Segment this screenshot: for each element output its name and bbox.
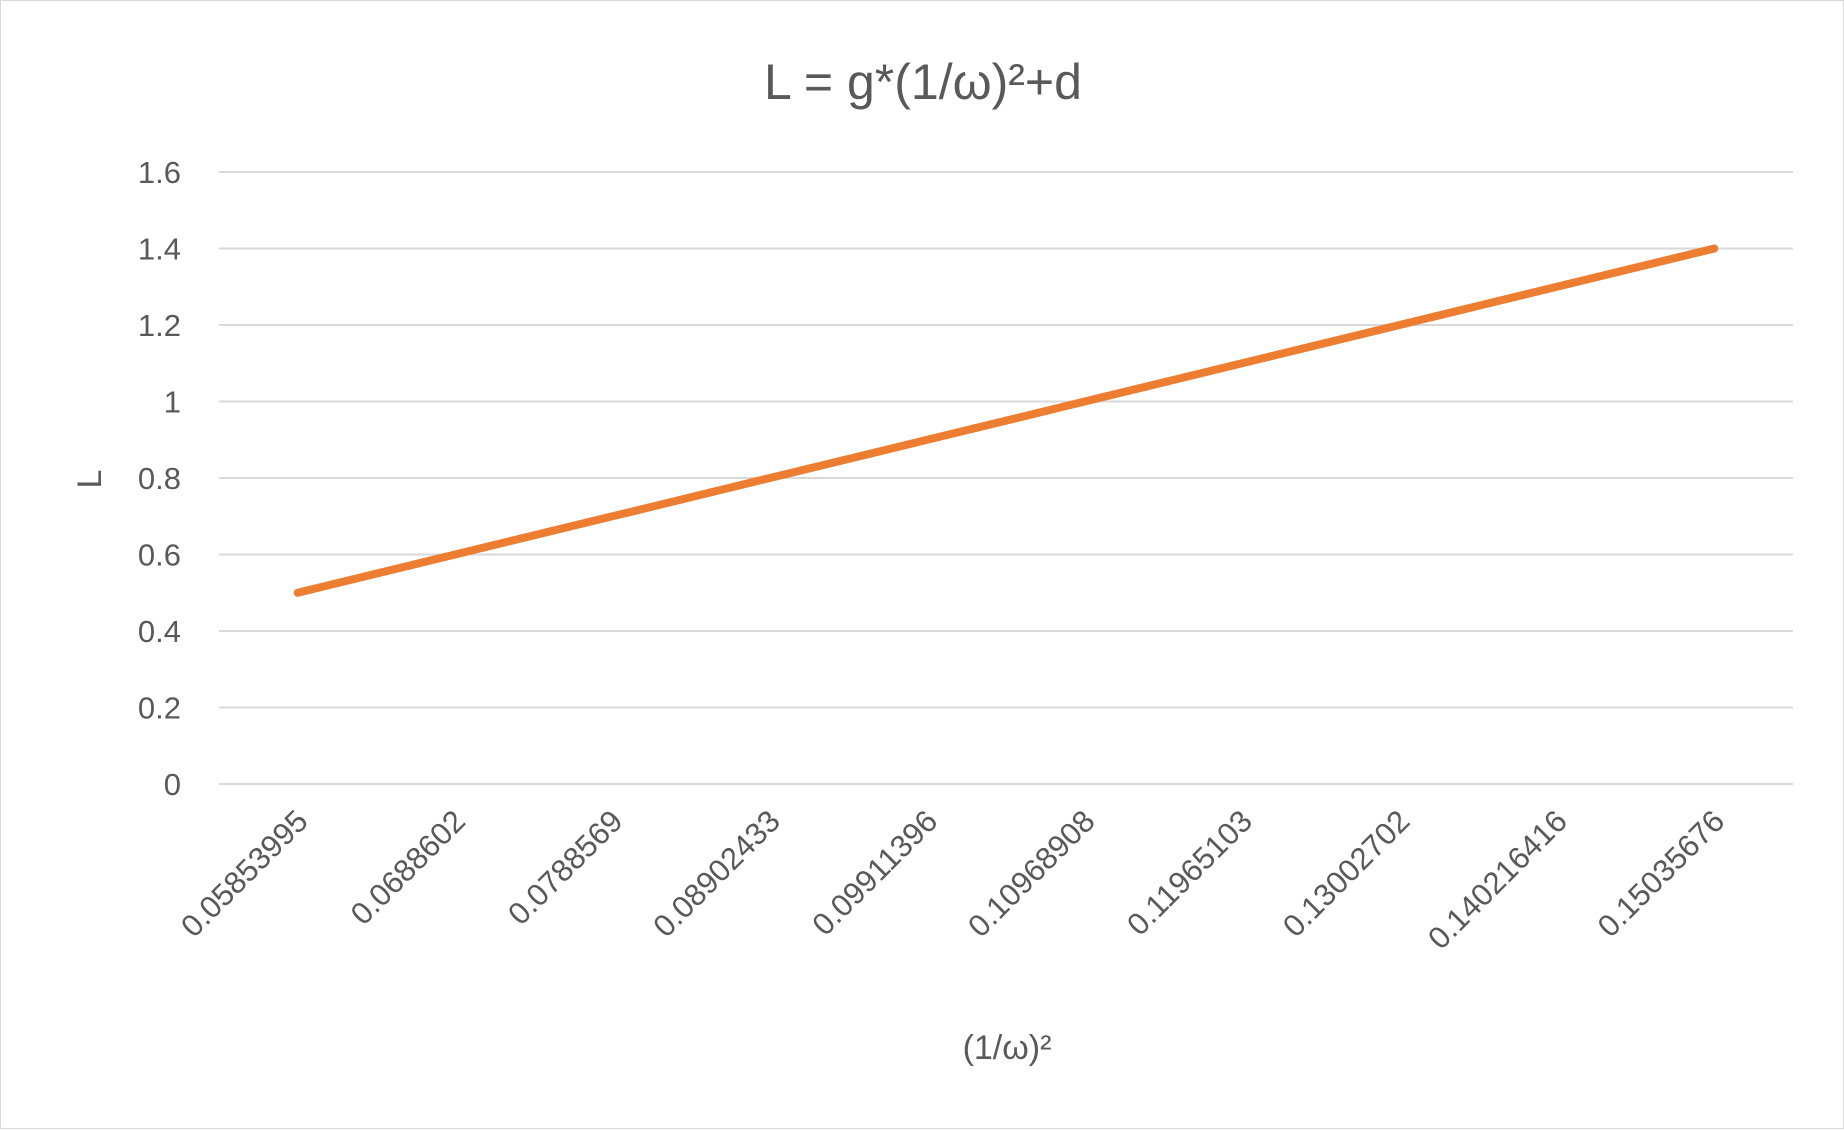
y-tick-label: 1.6 bbox=[138, 155, 181, 190]
chart-title: L = g*(1/ω)²+d bbox=[764, 54, 1082, 110]
series-line bbox=[293, 244, 1719, 597]
y-tick-label: 0.8 bbox=[138, 461, 181, 496]
x-tick-label: 0.08902433 bbox=[646, 803, 787, 944]
x-axis-title: (1/ω)² bbox=[963, 1029, 1052, 1067]
x-tick-label: 0.13002702 bbox=[1276, 803, 1417, 944]
y-tick-label: 0.2 bbox=[138, 691, 181, 726]
y-tick-label: 1.4 bbox=[138, 232, 181, 267]
x-tick-label: 0.15035676 bbox=[1591, 803, 1732, 944]
gridlines bbox=[219, 171, 1793, 785]
series-group bbox=[293, 244, 1719, 597]
x-tick-label: 0.10968908 bbox=[961, 803, 1102, 944]
x-tick-label: 0.0788569 bbox=[501, 803, 629, 931]
x-tick-label: 0.11965103 bbox=[1120, 803, 1259, 942]
y-tick-label: 1.2 bbox=[138, 308, 181, 343]
y-tick-label: 0.6 bbox=[138, 538, 181, 573]
y-tick-label: 0 bbox=[164, 767, 181, 802]
x-tick-label: 0.05853995 bbox=[174, 803, 315, 944]
y-tick-label: 1 bbox=[164, 385, 181, 420]
y-tick-label: 0.4 bbox=[138, 614, 181, 649]
x-tick-label: 0.09911396 bbox=[805, 803, 944, 942]
y-axis-tick-labels: 0 0.2 0.4 0.6 0.8 1 1.2 1.4 1.6 bbox=[138, 155, 181, 802]
y-axis-title: L bbox=[71, 470, 109, 489]
x-tick-label: 0.0688602 bbox=[344, 803, 472, 931]
x-tick-label: 0.140216416 bbox=[1421, 803, 1574, 956]
x-axis-tick-labels: 0.05853995 0.0688602 0.0788569 0.08902433 0.… bbox=[174, 803, 1731, 956]
